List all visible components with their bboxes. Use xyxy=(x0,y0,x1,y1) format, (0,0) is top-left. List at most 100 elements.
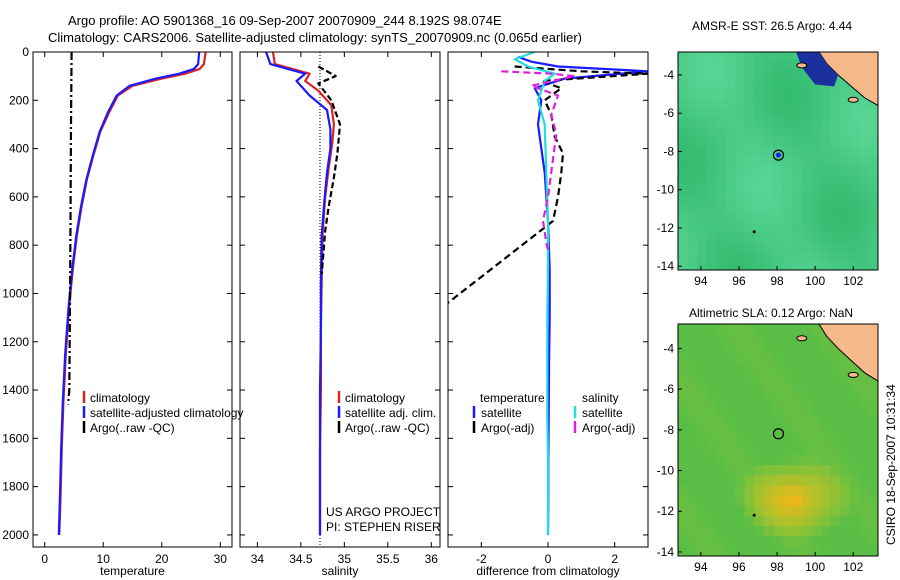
map-x-tick-label: 102 xyxy=(843,560,863,574)
sla-map-panel: 94 96 98 100 102 -4 -6 -8 -10 -12 -14 xyxy=(657,323,879,574)
map-x-tick-label: 98 xyxy=(770,274,784,288)
x-axis-label: salinity xyxy=(322,564,359,578)
island xyxy=(847,96,859,103)
x-tick-label: 30 xyxy=(214,552,228,566)
y-tick-label: 1600 xyxy=(2,431,29,445)
x-tick-label: 35 xyxy=(338,552,352,566)
y-tick-label: 400 xyxy=(9,142,29,156)
series-climatology xyxy=(271,52,335,535)
legend-label: Argo(-adj) xyxy=(481,421,534,435)
y-tick-label: 200 xyxy=(9,93,29,107)
salinity-legend: climatology satellite adj. clim. Argo(..… xyxy=(326,391,441,534)
map-y-tick-label: -14 xyxy=(657,545,675,559)
map-x-tick-label: 100 xyxy=(805,274,825,288)
map-y-tick-label: -8 xyxy=(663,144,674,158)
y-tick-label: 600 xyxy=(9,190,29,204)
series-climatology xyxy=(58,52,207,535)
x-tick-label: 2 xyxy=(611,552,618,566)
argo-position-marker xyxy=(772,149,785,161)
x-tick-label: -2 xyxy=(476,552,487,566)
plot-frame xyxy=(239,51,441,548)
salinity-panel: 34 34.5 35 35.5 36 salinity xyxy=(239,51,441,578)
map-y-tick-label: -4 xyxy=(663,341,674,355)
map-x-tick-label: 98 xyxy=(770,560,784,574)
map-y-tick-label: -12 xyxy=(657,504,675,518)
x-tick-label: 10 xyxy=(97,552,111,566)
map-x-tick-label: 96 xyxy=(732,274,746,288)
x-tick-label: 0 xyxy=(545,552,552,566)
sst-map-panel: 94 96 98 100 102 -4 -6 -8 -10 -12 -14 xyxy=(657,51,879,288)
map-x-tick-label: 102 xyxy=(843,274,863,288)
map-field xyxy=(678,324,878,556)
map-x-tick-label: 94 xyxy=(694,274,708,288)
x-tick-label: 35.5 xyxy=(376,552,400,566)
argo-position-marker xyxy=(772,428,785,440)
series-salinity-argo-adj- xyxy=(501,70,576,251)
series-argo-raw-qc- xyxy=(317,65,342,275)
map-y-tick-label: -14 xyxy=(657,259,675,273)
x-tick-label: 34.5 xyxy=(289,552,313,566)
map-field xyxy=(678,52,878,270)
legend-label: climatology xyxy=(345,391,405,405)
map-y-tick-label: -4 xyxy=(663,68,674,82)
map-y-tick-label: -8 xyxy=(663,423,674,437)
pi-annotation: PI: STEPHEN RISER xyxy=(326,520,441,534)
map-title-sst: AMSR-E SST: 26.5 Argo: 4.44 xyxy=(692,19,852,33)
legend-label: Argo(-adj) xyxy=(582,421,635,435)
map-y-tick-label: -10 xyxy=(657,183,675,197)
series-satellite-adjusted-climatology xyxy=(57,52,201,535)
difference-legend: temperature salinity satellite Argo(-adj… xyxy=(472,391,635,435)
map-x-tick-label: 100 xyxy=(805,560,825,574)
x-axis-label: difference from climatology xyxy=(476,564,619,578)
legend-header-temperature: temperature xyxy=(480,391,545,405)
y-tick-label: 1200 xyxy=(2,335,29,349)
header-line-1: Argo profile: AO 5901368_16 09-Sep-2007 … xyxy=(68,13,502,28)
x-tick-label: 20 xyxy=(155,552,169,566)
series-argo-raw-qc- xyxy=(67,52,73,405)
x-tick-label: 0 xyxy=(41,552,48,566)
x-tick-label: 36 xyxy=(425,552,439,566)
legend-label: satellite xyxy=(582,406,623,420)
plot-frame xyxy=(32,51,233,548)
legend-label: satellite adj. clim. xyxy=(345,406,436,420)
island xyxy=(796,335,808,342)
map-y-tick-label: -6 xyxy=(663,106,674,120)
legend-label: climatology xyxy=(90,391,150,405)
y-tick-label: 1400 xyxy=(2,383,29,397)
x-axis-label: temperature xyxy=(100,564,165,578)
project-annotation: US ARGO PROJECT xyxy=(326,505,441,519)
land-mass xyxy=(818,324,878,382)
legend-label: satellite xyxy=(481,406,522,420)
x-tick-label: 34 xyxy=(251,552,265,566)
series-satellite-adj-clim- xyxy=(265,52,332,535)
series-temperature-satellite xyxy=(517,55,648,535)
legend-label: Argo(..raw -QC) xyxy=(90,421,175,435)
map-x-tick-label: 94 xyxy=(694,560,708,574)
land-mass xyxy=(818,52,878,107)
map-y-tick-label: -10 xyxy=(657,464,675,478)
map-frame xyxy=(677,323,879,557)
island xyxy=(847,371,859,378)
map-y-tick-label: -12 xyxy=(657,221,675,235)
series-salinity-satellite xyxy=(513,52,556,535)
map-y-tick-label: -6 xyxy=(663,382,674,396)
map-title-sla: Altimetric SLA: 0.12 Argo: NaN xyxy=(689,306,853,320)
island xyxy=(796,62,808,69)
temperature-panel: 0 10 20 30 0 200 400 600 800 1000 1200 1400 1600 1800… xyxy=(2,45,233,578)
legend-label: satellite-adjusted climatology xyxy=(90,406,243,420)
map-frame xyxy=(677,51,879,271)
series-temperature-argo-adj- xyxy=(448,65,648,305)
y-tick-label: 1800 xyxy=(2,480,29,494)
map-x-tick-label: 96 xyxy=(732,560,746,574)
temperature-legend: climatology satellite-adjusted climatolo… xyxy=(82,391,243,435)
legend-label: Argo(..raw -QC) xyxy=(345,421,430,435)
y-tick-label: 800 xyxy=(9,238,29,252)
y-tick-label: 2000 xyxy=(2,528,29,542)
side-stamp: CSIRO 18-Sep-2007 10:31:34 xyxy=(884,384,898,545)
y-tick-label: 0 xyxy=(22,45,29,59)
y-tick-label: 1000 xyxy=(2,286,29,300)
legend-header-salinity: salinity xyxy=(582,391,619,405)
header-line-2: Climatology: CARS2006. Satellite-adjuste… xyxy=(48,30,582,45)
